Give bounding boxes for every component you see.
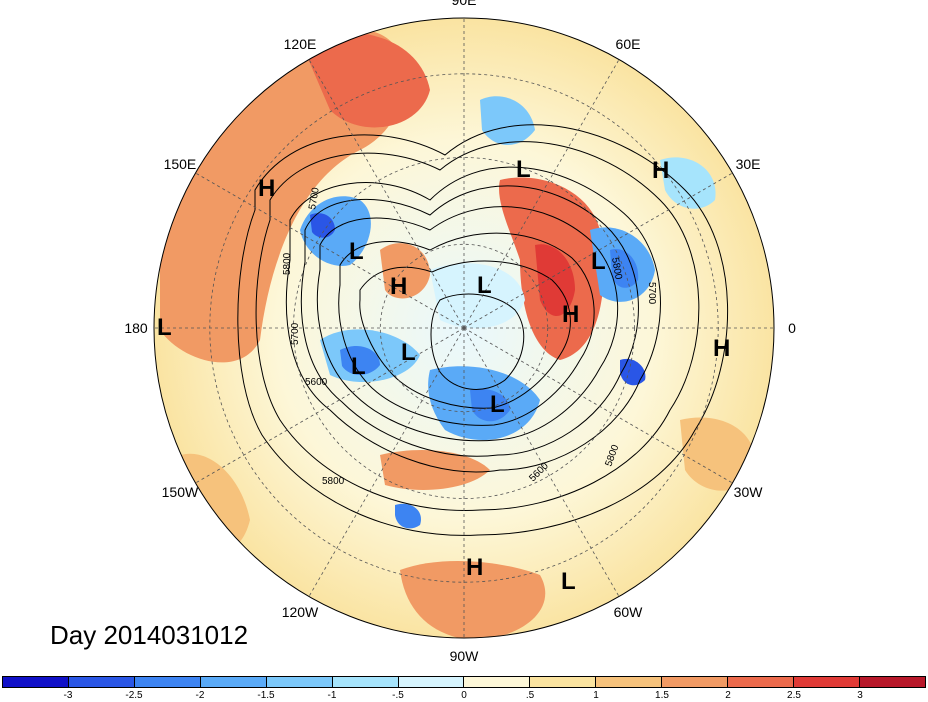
longitude-label: 30E: [736, 156, 761, 172]
contour-label: 5800: [609, 257, 624, 281]
colorbar-swatch: [794, 677, 860, 687]
date-label: Day 2014031012: [50, 620, 249, 650]
meridian-line: [195, 172, 465, 329]
colorbar-swatch: [3, 677, 69, 687]
height-contours: [237, 124, 729, 536]
longitude-label: 150W: [162, 484, 199, 500]
contour-label: 5600: [305, 377, 328, 388]
low-pressure-center: L: [401, 339, 416, 366]
colorbar-tick-label: 1.5: [655, 690, 669, 701]
meridian-line: [463, 59, 620, 329]
map-boundary: [153, 17, 775, 639]
low-pressure-center: L: [351, 353, 366, 380]
colorbar-swatch: [68, 677, 135, 687]
longitude-label: 90W: [450, 648, 480, 664]
low-pressure-center: L: [490, 391, 505, 418]
longitude-label: 30W: [734, 484, 764, 500]
colorbar-swatch: [662, 677, 729, 687]
longitude-label: 60W: [614, 604, 644, 620]
colorbar-tick-label: 2: [725, 690, 731, 701]
contour-label: 5800: [322, 476, 345, 487]
longitude-label: 0: [788, 320, 796, 336]
colorbar-tick-label: -.5: [392, 690, 404, 701]
high-pressure-center: H: [258, 175, 275, 202]
meridian-line: [308, 327, 465, 597]
meridian-line: [463, 172, 733, 329]
colorbar-tick-label: -1.5: [257, 690, 275, 701]
colorbar-swatch: [398, 677, 465, 687]
contour-label: 5700: [307, 186, 322, 210]
colorbar-swatch: [200, 677, 267, 687]
longitude-label: 90E: [452, 0, 477, 8]
meridian-line: [463, 327, 620, 597]
high-pressure-center: H: [713, 335, 730, 362]
colorbar: [2, 676, 926, 688]
longitude-label: 150E: [164, 156, 197, 172]
contour-label: 5700: [290, 322, 301, 345]
low-pressure-center: L: [477, 272, 492, 299]
longitude-label: 120E: [284, 36, 317, 52]
low-pressure-center: L: [591, 248, 606, 275]
colorbar-tick-label: 2.5: [787, 690, 801, 701]
colorbar-tick-label: .5: [525, 690, 535, 701]
high-pressure-center: H: [652, 157, 669, 184]
colorbar-swatch: [464, 677, 531, 687]
colorbar-swatch: [530, 677, 597, 687]
low-pressure-center: L: [157, 314, 172, 341]
high-pressure-center: H: [562, 301, 579, 328]
low-pressure-center: L: [349, 238, 364, 265]
contour-label: 5800: [282, 252, 293, 275]
low-pressure-center: L: [561, 568, 576, 595]
colorbar-tick-label: -2: [195, 690, 205, 701]
colorbar-swatch: [266, 677, 333, 687]
latitude-circle: [379, 243, 549, 413]
pressure-centers: H H H H H H L L L L L L L L L: [157, 156, 730, 595]
meridian-line: [463, 327, 733, 484]
longitude-labels: 90E 60E 30E 0 30W 60W 90W 120W 150W 180 150E 120E: [124, 0, 796, 664]
colorbar-swatch: [134, 677, 201, 687]
colorbar-swatch: [728, 677, 795, 687]
colorbar-swatch: [332, 677, 399, 687]
colorbar-swatch: [859, 677, 925, 687]
colorbar-tick-label: 0: [461, 690, 467, 701]
high-pressure-center: H: [466, 554, 483, 581]
longitude-label: 180: [124, 320, 148, 336]
colorbar-tick-label: -1: [327, 690, 337, 701]
colorbar-tick-labels: -3 -2.5 -2 -1.5 -1 -.5 0 .5 1 1.5 2 2.5 3: [2, 690, 926, 702]
low-pressure-center: L: [516, 156, 531, 183]
colorbar-swatch: [596, 677, 663, 687]
colorbar-tick-label: -2.5: [125, 690, 143, 701]
high-pressure-center: H: [390, 273, 407, 300]
colorbar-tick-label: 1: [593, 690, 599, 701]
meridian-line: [308, 59, 465, 329]
contour-label: 5700: [646, 282, 657, 305]
colorbar-tick-label: 3: [857, 690, 863, 701]
graticule: [154, 18, 774, 638]
colorbar-tick-label: -3: [63, 690, 73, 701]
longitude-label: 60E: [616, 36, 641, 52]
meridian-line: [195, 327, 465, 484]
longitude-label: 120W: [282, 604, 319, 620]
